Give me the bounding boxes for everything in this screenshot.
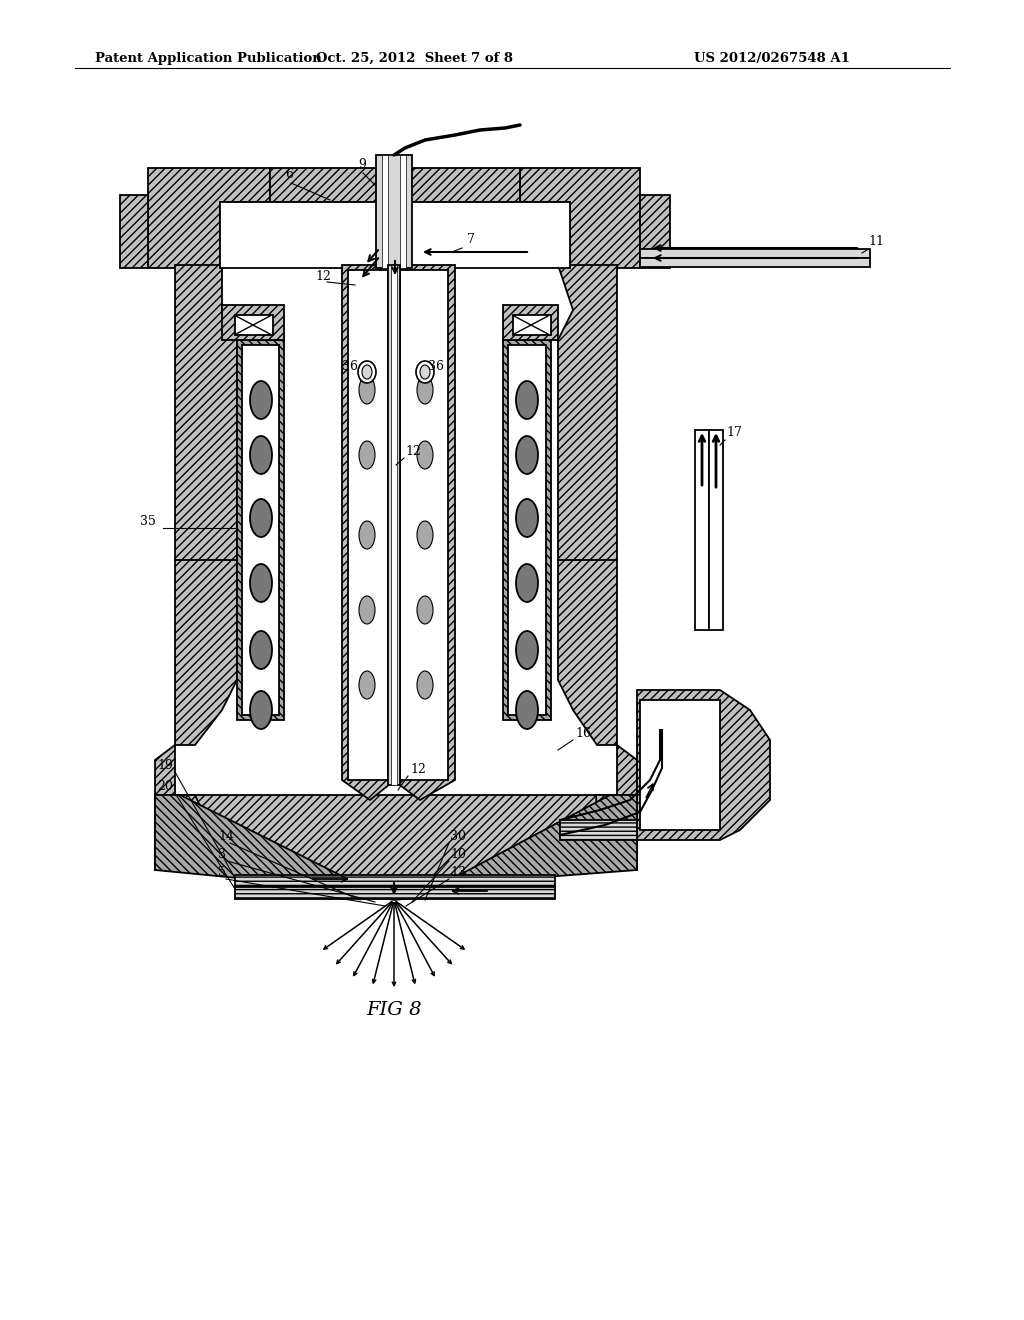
Polygon shape bbox=[520, 168, 640, 268]
Text: 36: 36 bbox=[342, 360, 358, 374]
Bar bbox=[382, 154, 406, 268]
Ellipse shape bbox=[420, 366, 430, 379]
Text: 6: 6 bbox=[285, 168, 293, 181]
Ellipse shape bbox=[417, 671, 433, 700]
Text: 13: 13 bbox=[450, 866, 466, 879]
Text: 12: 12 bbox=[406, 445, 421, 458]
Text: 10: 10 bbox=[450, 847, 466, 861]
Text: 11: 11 bbox=[868, 235, 884, 248]
Text: 5: 5 bbox=[218, 866, 226, 879]
Ellipse shape bbox=[416, 360, 434, 383]
Ellipse shape bbox=[362, 366, 372, 379]
Ellipse shape bbox=[516, 631, 538, 669]
Ellipse shape bbox=[250, 381, 272, 418]
Text: 7: 7 bbox=[467, 234, 475, 246]
Text: Oct. 25, 2012  Sheet 7 of 8: Oct. 25, 2012 Sheet 7 of 8 bbox=[316, 51, 513, 65]
Bar bbox=[508, 345, 546, 715]
Ellipse shape bbox=[417, 521, 433, 549]
Text: 14: 14 bbox=[218, 830, 234, 843]
Bar bbox=[640, 257, 870, 267]
Polygon shape bbox=[558, 265, 637, 800]
Polygon shape bbox=[148, 168, 270, 268]
Text: 12: 12 bbox=[410, 763, 426, 776]
Bar bbox=[400, 271, 449, 780]
Bar bbox=[234, 875, 555, 887]
Ellipse shape bbox=[516, 690, 538, 729]
Ellipse shape bbox=[358, 360, 376, 383]
Ellipse shape bbox=[250, 564, 272, 602]
Bar bbox=[513, 315, 551, 335]
Bar bbox=[234, 887, 555, 899]
Ellipse shape bbox=[359, 376, 375, 404]
Ellipse shape bbox=[250, 690, 272, 729]
Text: US 2012/0267548 A1: US 2012/0267548 A1 bbox=[694, 51, 850, 65]
Ellipse shape bbox=[516, 436, 538, 474]
Ellipse shape bbox=[359, 521, 375, 549]
Polygon shape bbox=[637, 690, 770, 840]
Polygon shape bbox=[270, 168, 520, 202]
Ellipse shape bbox=[417, 376, 433, 404]
Polygon shape bbox=[155, 795, 350, 884]
Ellipse shape bbox=[516, 381, 538, 418]
Text: 19: 19 bbox=[157, 759, 173, 772]
Text: 9: 9 bbox=[358, 158, 366, 172]
Text: 20: 20 bbox=[157, 780, 173, 793]
Text: FIG 8: FIG 8 bbox=[367, 1001, 422, 1019]
Ellipse shape bbox=[359, 671, 375, 700]
Polygon shape bbox=[222, 305, 284, 341]
Ellipse shape bbox=[359, 441, 375, 469]
Text: 30: 30 bbox=[450, 830, 466, 843]
Polygon shape bbox=[503, 341, 551, 719]
Ellipse shape bbox=[516, 564, 538, 602]
Text: 16: 16 bbox=[575, 727, 591, 741]
Text: 12: 12 bbox=[315, 271, 331, 282]
Bar bbox=[640, 249, 870, 257]
Bar bbox=[348, 271, 388, 780]
Polygon shape bbox=[393, 265, 455, 800]
Bar bbox=[640, 700, 720, 830]
Polygon shape bbox=[155, 265, 237, 800]
Polygon shape bbox=[155, 795, 637, 900]
Bar bbox=[376, 154, 412, 268]
Bar bbox=[709, 430, 723, 630]
Ellipse shape bbox=[359, 597, 375, 624]
Ellipse shape bbox=[516, 499, 538, 537]
Ellipse shape bbox=[250, 499, 272, 537]
Bar bbox=[220, 202, 570, 268]
Polygon shape bbox=[342, 265, 395, 800]
Bar bbox=[388, 154, 400, 268]
Polygon shape bbox=[155, 795, 230, 870]
Bar bbox=[388, 265, 400, 785]
Polygon shape bbox=[596, 795, 637, 870]
Ellipse shape bbox=[250, 631, 272, 669]
Bar bbox=[391, 265, 397, 785]
Text: 35: 35 bbox=[140, 515, 156, 528]
Ellipse shape bbox=[250, 436, 272, 474]
Polygon shape bbox=[503, 305, 558, 341]
Ellipse shape bbox=[417, 441, 433, 469]
Bar bbox=[242, 345, 279, 715]
Text: 3: 3 bbox=[218, 847, 226, 861]
Polygon shape bbox=[237, 341, 284, 719]
Text: 36: 36 bbox=[428, 360, 444, 374]
Text: 17: 17 bbox=[726, 426, 741, 440]
Polygon shape bbox=[560, 820, 637, 840]
Polygon shape bbox=[120, 195, 148, 268]
Polygon shape bbox=[440, 795, 637, 884]
Bar bbox=[695, 430, 709, 630]
Bar bbox=[234, 315, 273, 335]
Polygon shape bbox=[640, 195, 670, 268]
Text: Patent Application Publication: Patent Application Publication bbox=[95, 51, 322, 65]
Ellipse shape bbox=[417, 597, 433, 624]
